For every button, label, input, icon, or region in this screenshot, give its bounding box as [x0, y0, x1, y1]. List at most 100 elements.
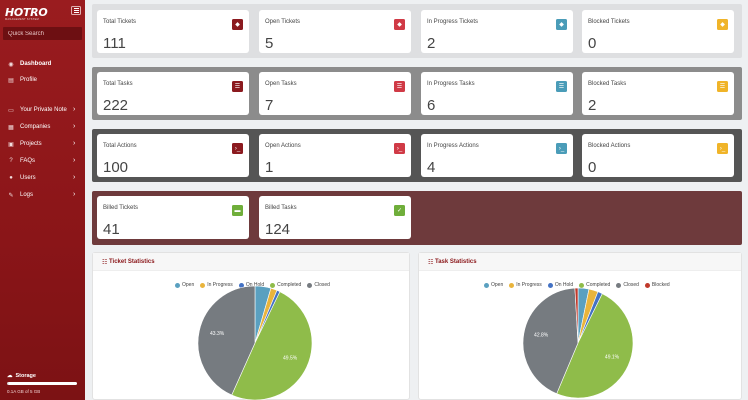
legend-label: On Hold: [554, 282, 574, 288]
legend-label: In Progress: [207, 282, 233, 288]
quick-search-input[interactable]: [3, 27, 82, 40]
pie-slice-completed[interactable]: [556, 293, 634, 399]
action-card-in-progress-actions[interactable]: In Progress Actions 4 ›_: [421, 134, 573, 177]
task-card-in-progress-tasks[interactable]: In Progress Tasks 6 ☰: [421, 72, 573, 115]
task-card-open-tasks[interactable]: Open Tasks 7 ☰: [259, 72, 411, 115]
task-card-blocked-tasks[interactable]: Blocked Tasks 2 ☰: [582, 72, 734, 115]
legend-item[interactable]: Completed: [270, 282, 301, 288]
legend-item[interactable]: On Hold: [238, 282, 265, 288]
legend-swatch: [175, 282, 180, 288]
terminal-icon: ›_: [394, 143, 405, 154]
companies-icon: ▦: [8, 124, 14, 131]
stat-label: In Progress Actions: [427, 143, 479, 149]
stat-label: Billed Tasks: [265, 205, 297, 211]
stat-label: In Progress Tickets: [427, 19, 479, 25]
ticket-card-in-progress-tickets[interactable]: In Progress Tickets 2 ◆: [421, 10, 573, 53]
stat-value: 6: [427, 97, 436, 114]
sidebar-item-projects[interactable]: ▣ Projects ›: [0, 137, 85, 151]
stat-label: Total Actions: [103, 143, 137, 149]
legend-item[interactable]: On Hold: [547, 282, 574, 288]
ticket-icon: ◆: [394, 19, 405, 30]
sidebar-item-users[interactable]: ● Users ›: [0, 171, 85, 185]
legend-label: Completed: [277, 282, 302, 288]
pie-data-label: 42.8%: [534, 333, 549, 339]
stat-value: 0: [588, 159, 597, 176]
legend-item[interactable]: In Progress: [200, 282, 233, 288]
legend-item[interactable]: Open: [175, 282, 194, 288]
storage-progress-bar: [7, 382, 77, 385]
sidebar-item-label: Dashboard: [20, 61, 52, 67]
sidebar-item-label: Projects: [20, 141, 42, 147]
pie-slice-closed[interactable]: [197, 285, 256, 396]
ticket-card-open-tickets[interactable]: Open Tickets 5 ◆: [259, 10, 411, 53]
legend-swatch: [547, 282, 553, 288]
task-statistics-title: Task Statistics: [435, 259, 477, 265]
legend-label: Blocked: [651, 282, 670, 288]
storage-usage-text: 0.1A GB of 5 GB: [7, 389, 41, 394]
legend-item[interactable]: Closed: [616, 282, 639, 288]
chevron-right-icon: ›: [73, 106, 76, 113]
sidebar-item-label: Companies: [20, 124, 51, 130]
sidebar-item-label: Profile: [20, 77, 38, 83]
logs-icon: ✎: [8, 192, 14, 199]
legend-swatch: [509, 282, 515, 288]
sidebar-item-faqs[interactable]: ? FAQs ›: [0, 154, 85, 168]
ticket-card-blocked-tickets[interactable]: Blocked Tickets 0 ◆: [582, 10, 734, 53]
task-chart-legend: Open In Progress On Hold Completed Closed Blo…: [484, 282, 670, 288]
app-logo-subtitle: MANAGEMENT SYSTEM: [5, 18, 39, 21]
pie-slice-blocked[interactable]: [574, 287, 579, 344]
legend-swatch: [616, 282, 622, 288]
terminal-icon: ›_: [556, 143, 567, 154]
task-list-icon: ☰: [717, 81, 728, 92]
task-list-icon: ☰: [232, 81, 243, 92]
pie-data-label: 49.5%: [283, 355, 298, 361]
ticket-icon: ◆: [717, 19, 728, 30]
pie-data-label: 43.3%: [210, 331, 225, 337]
legend-label: Closed: [314, 282, 330, 288]
stat-label: Open Tickets: [265, 19, 301, 25]
hamburger-icon: [73, 10, 79, 11]
chevron-right-icon: ›: [73, 174, 76, 181]
action-card-total-actions[interactable]: Total Actions 100 ›_: [97, 134, 249, 177]
legend-item[interactable]: Completed: [579, 282, 610, 288]
legend-label: Completed: [586, 282, 611, 288]
menu-toggle-button[interactable]: [71, 6, 81, 15]
ticket-card-total-tickets[interactable]: Total Tickets 111 ◆: [97, 10, 249, 53]
profile-icon: ▤: [8, 77, 14, 84]
billed-ticket-icon: ▬: [232, 205, 243, 216]
stat-label: Total Tickets: [103, 19, 137, 25]
stat-value: 2: [427, 35, 436, 52]
legend-item[interactable]: Closed: [307, 282, 330, 288]
sidebar-item-your-private-note[interactable]: ▭ Your Private Note ›: [0, 103, 85, 117]
stat-value: 4: [427, 159, 436, 176]
ticket-icon: ◆: [556, 19, 567, 30]
pie-slice-closed[interactable]: [522, 287, 579, 395]
sidebar-item-logs[interactable]: ✎ Logs ›: [0, 188, 85, 202]
billed-card-billed-tickets[interactable]: Billed Tickets 41 ▬: [97, 196, 249, 239]
app-logo[interactable]: HOTRO: [5, 6, 48, 19]
legend-label: Closed: [623, 282, 639, 288]
ticket-statistics-title: Ticket Statistics: [109, 259, 155, 265]
stat-value: 100: [103, 159, 129, 176]
stat-value: 5: [265, 35, 274, 52]
sidebar-item-companies[interactable]: ▦ Companies ›: [0, 120, 85, 134]
task-card-total-tasks[interactable]: Total Tasks 222 ☰: [97, 72, 249, 115]
legend-item[interactable]: Open: [484, 282, 503, 288]
stat-value: 2: [588, 97, 597, 114]
stat-value: 124: [265, 221, 291, 238]
panel-header: ☷ Task Statistics: [419, 253, 741, 271]
faq-icon: ?: [9, 158, 13, 164]
sidebar-item-profile[interactable]: ▤ Profile: [0, 73, 85, 87]
sidebar-item-dashboard[interactable]: ◉ Dashboard: [0, 57, 85, 71]
action-card-open-actions[interactable]: Open Actions 1 ›_: [259, 134, 411, 177]
action-card-blocked-actions[interactable]: Blocked Actions 0 ›_: [582, 134, 734, 177]
storage-title: ☁ Storage: [7, 373, 36, 379]
legend-item[interactable]: In Progress: [509, 282, 542, 288]
stat-label: Blocked Tasks: [588, 81, 627, 87]
ticket-statistics-pie-chart: 49.5% 43.3%: [197, 285, 313, 400]
legend-label: On Hold: [245, 282, 265, 288]
billed-card-billed-tasks[interactable]: Billed Tasks 124 ✓: [259, 196, 411, 239]
stat-label: In Progress Tasks: [427, 81, 475, 87]
legend-swatch: [238, 282, 244, 288]
legend-item[interactable]: Blocked: [644, 282, 670, 288]
